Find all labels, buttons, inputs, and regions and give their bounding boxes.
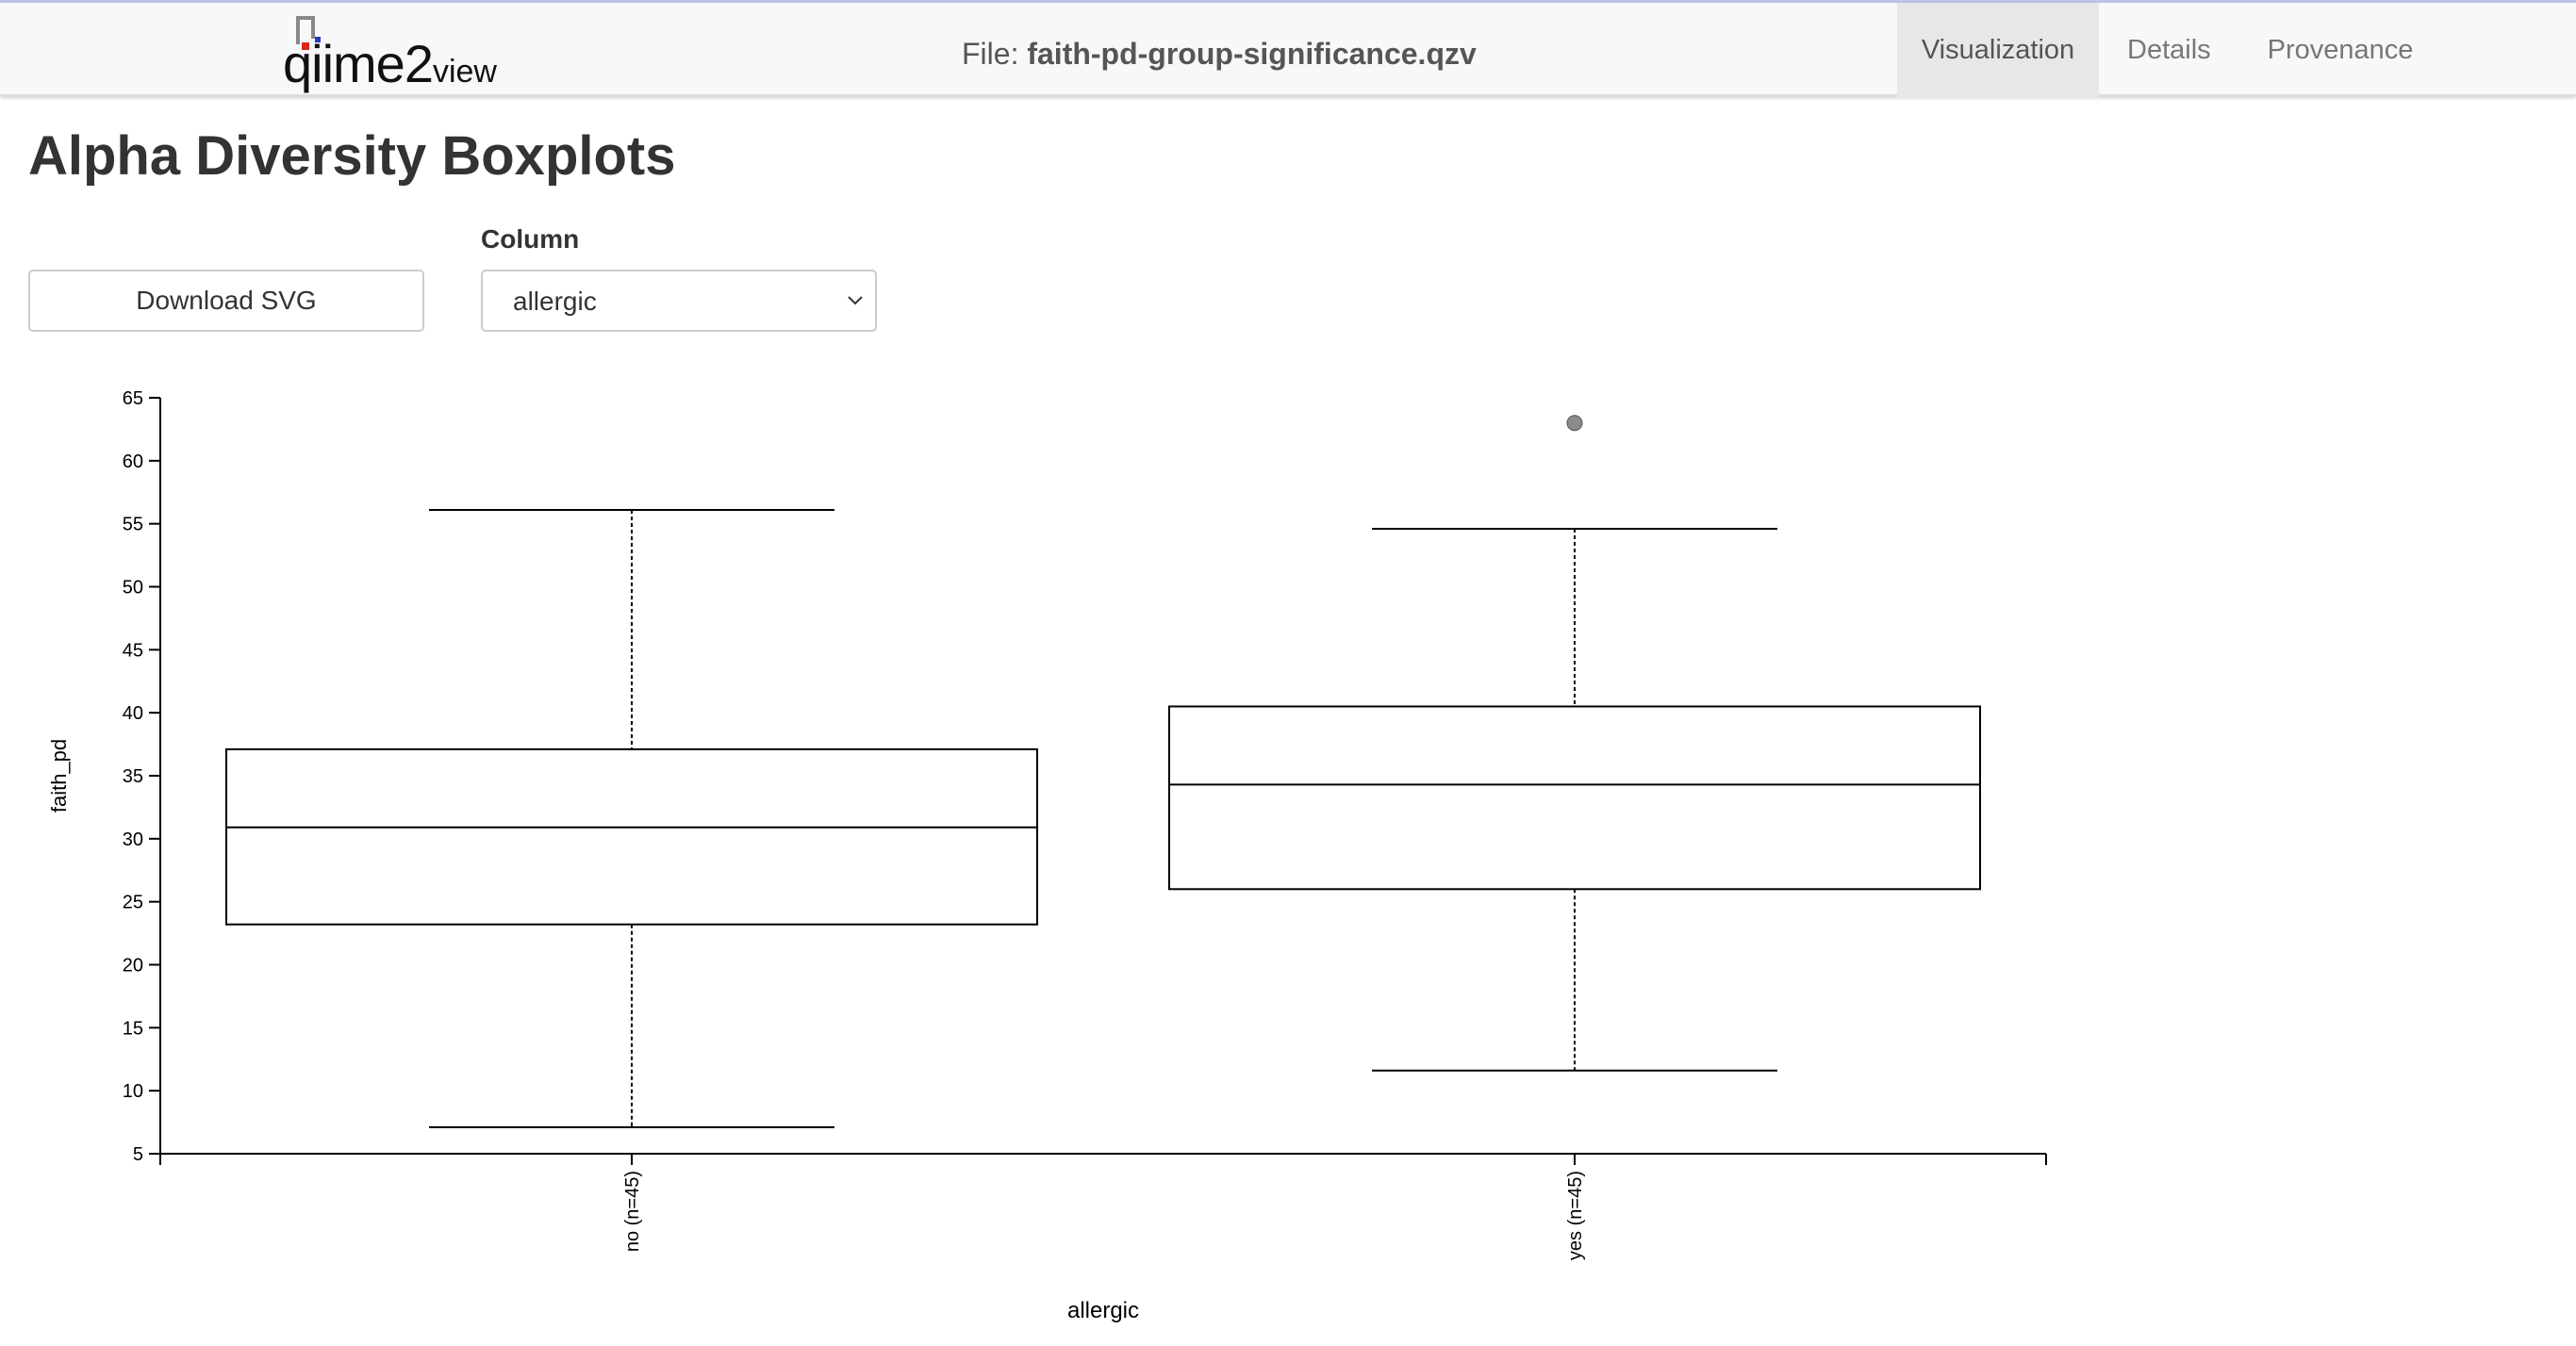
column-label: Column bbox=[481, 224, 580, 254]
y-tick-label: 35 bbox=[123, 766, 143, 787]
y-axis: 5 10 15 20 25 30 35 40 45 50 55 60 65 bbox=[123, 388, 161, 1165]
logo-text: qiime2view bbox=[283, 33, 497, 94]
y-tick-label: 20 bbox=[123, 956, 143, 977]
tab-visualization[interactable]: Visualization bbox=[1897, 3, 2099, 97]
x-tick-label: yes (n=45) bbox=[1565, 1171, 1586, 1260]
y-tick-label: 25 bbox=[123, 893, 143, 913]
qiime2-view-logo[interactable]: qiime2view bbox=[279, 12, 524, 93]
y-tick-label: 5 bbox=[133, 1144, 143, 1165]
y-tick-label: 65 bbox=[123, 388, 143, 409]
tab-provenance[interactable]: Provenance bbox=[2267, 34, 2414, 65]
y-tick-label: 45 bbox=[123, 640, 143, 661]
qiime2-logo-icon bbox=[296, 16, 321, 50]
top-navbar: qiime2view File: faith-pd-group-signific… bbox=[0, 0, 2576, 97]
chevron-down-icon bbox=[848, 296, 863, 305]
y-tick-label: 60 bbox=[123, 451, 143, 472]
file-name: faith-pd-group-significance.qzv bbox=[1027, 37, 1477, 71]
x-axis: no (n=45) yes (n=45) bbox=[159, 1153, 2047, 1260]
y-tick-label: 10 bbox=[123, 1081, 143, 1102]
x-axis-label: allergic bbox=[1067, 1298, 1139, 1323]
tab-details[interactable]: Details bbox=[2127, 34, 2211, 65]
y-tick-label: 50 bbox=[123, 578, 143, 599]
logo-suffix-text: view bbox=[432, 54, 497, 90]
download-svg-button[interactable]: Download SVG bbox=[28, 270, 424, 332]
view-tabs: Visualization Details Provenance bbox=[1897, 3, 2441, 97]
y-axis-label: faith_pd bbox=[47, 739, 71, 813]
column-select[interactable]: allergic bbox=[481, 270, 877, 332]
iqr-box bbox=[225, 747, 1038, 926]
logo-main-text: qiime2 bbox=[283, 34, 434, 93]
y-tick-label: 30 bbox=[123, 829, 143, 850]
column-select-value: allergic bbox=[513, 287, 597, 316]
page-title: Alpha Diversity Boxplots bbox=[28, 125, 676, 187]
file-name-label: File: faith-pd-group-significance.qzv bbox=[962, 37, 1477, 72]
y-tick-label: 15 bbox=[123, 1018, 143, 1039]
file-prefix: File: bbox=[962, 37, 1028, 71]
boxes bbox=[225, 415, 1981, 1128]
iqr-box bbox=[1168, 705, 1981, 891]
x-tick-label: no (n=45) bbox=[622, 1171, 643, 1252]
y-tick-label: 55 bbox=[123, 515, 143, 535]
alpha-diversity-boxplot: 5 10 15 20 25 30 35 40 45 50 55 60 65 no (n=45) yes (… bbox=[47, 388, 2047, 1323]
y-tick-label: 40 bbox=[123, 703, 143, 724]
outlier-point bbox=[1566, 415, 1583, 432]
